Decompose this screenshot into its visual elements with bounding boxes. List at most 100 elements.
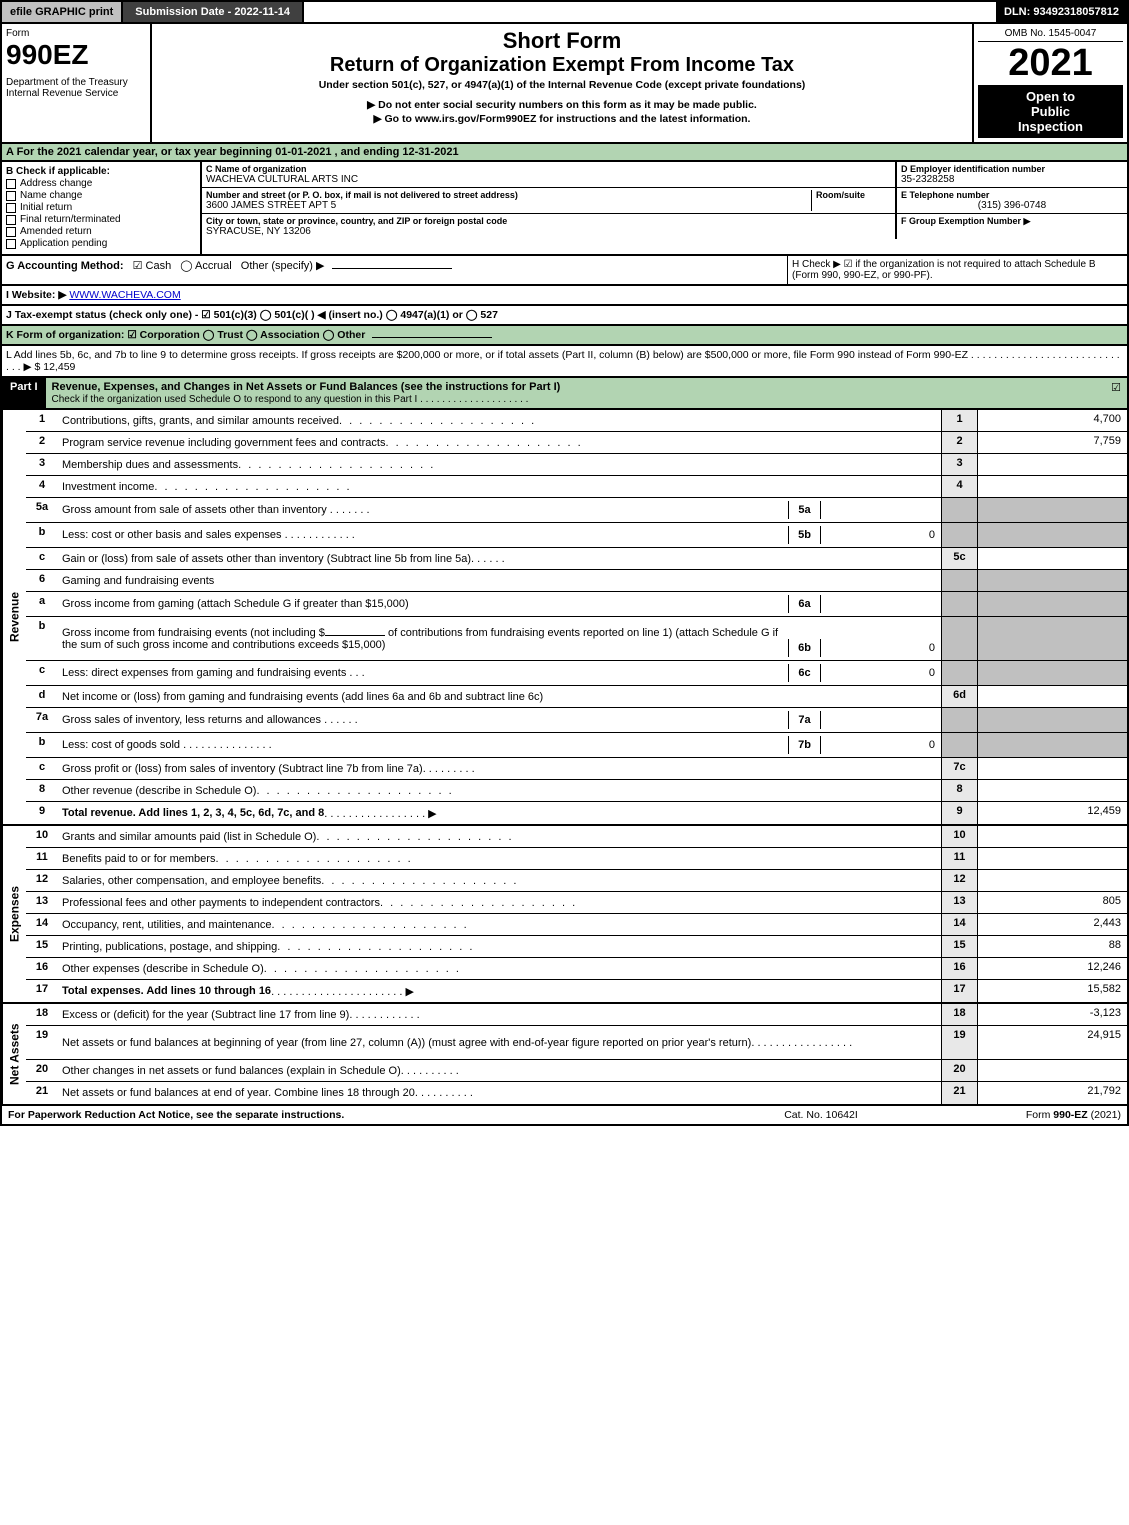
- amt-7a: [977, 708, 1127, 732]
- cb-address-change[interactable]: [6, 179, 16, 189]
- amt-19: 24,915: [977, 1026, 1127, 1059]
- sublbl-7a: 7a: [789, 711, 821, 729]
- ln-3: 3: [26, 454, 58, 475]
- desc-10: Grants and similar amounts paid (list in…: [58, 826, 941, 847]
- k-other-input[interactable]: [372, 337, 492, 338]
- numcol-15: 15: [941, 936, 977, 957]
- topbar: efile GRAPHIC print Submission Date - 20…: [0, 0, 1129, 24]
- amt-10: [977, 826, 1127, 847]
- numcol-13: 13: [941, 892, 977, 913]
- row-j: J Tax-exempt status (check only one) - ☑…: [0, 306, 1129, 326]
- lbl-final-return: Final return/terminated: [20, 214, 121, 225]
- subval-7a: [821, 711, 941, 729]
- short-form-title: Short Form: [156, 28, 968, 54]
- c-label: C Name of organization: [206, 164, 891, 174]
- street-label: Number and street (or P. O. box, if mail…: [206, 190, 811, 200]
- desc-7c: Gross profit or (loss) from sales of inv…: [58, 758, 941, 779]
- cb-application-pending[interactable]: [6, 239, 16, 249]
- desc-15: Printing, publications, postage, and shi…: [58, 936, 941, 957]
- cb-name-change[interactable]: [6, 191, 16, 201]
- part-i-title-text: Revenue, Expenses, and Changes in Net As…: [52, 381, 561, 393]
- d-label: D Employer identification number: [901, 164, 1123, 174]
- numcol-6b: [941, 617, 977, 660]
- footer-form-ref: Form 990-EZ (2021): [921, 1109, 1121, 1121]
- desc-6b: Gross income from fundraising events (no…: [58, 617, 941, 660]
- form-header: Form 990EZ Department of the Treasury In…: [0, 24, 1129, 144]
- ln-7b: b: [26, 733, 58, 757]
- amt-5c: [977, 548, 1127, 569]
- part-i-check-note: Check if the organization used Schedule …: [52, 394, 529, 405]
- desc-6a: Gross income from gaming (attach Schedul…: [58, 592, 941, 616]
- ln-12: 12: [26, 870, 58, 891]
- numcol-2: 2: [941, 432, 977, 453]
- line6b-contrib-input[interactable]: [325, 635, 385, 636]
- topbar-spacer: [304, 2, 996, 22]
- ln-10: 10: [26, 826, 58, 847]
- numcol-10: 10: [941, 826, 977, 847]
- row-gh: G Accounting Method: ☑ Cash ◯ Accrual Ot…: [0, 256, 1129, 286]
- lbl-application-pending: Application pending: [20, 238, 107, 249]
- lbl-initial-return: Initial return: [20, 202, 72, 213]
- cb-amended-return[interactable]: [6, 227, 16, 237]
- lbl-amended-return: Amended return: [20, 226, 92, 237]
- side-net-assets: Net Assets: [2, 1004, 26, 1104]
- efile-print[interactable]: efile GRAPHIC print: [2, 2, 123, 22]
- row-k: K Form of organization: ☑ Corporation ◯ …: [0, 326, 1129, 346]
- g-label: G Accounting Method:: [6, 260, 124, 272]
- g-other-input[interactable]: [332, 268, 452, 269]
- ln-9: 9: [26, 802, 58, 824]
- omb-number: OMB No. 1545-0047: [978, 28, 1123, 42]
- amt-6b: [977, 617, 1127, 660]
- j-label: J Tax-exempt status (check only one) - ☑…: [6, 309, 498, 321]
- footer-catalog-num: Cat. No. 10642I: [721, 1109, 921, 1121]
- numcol-8: 8: [941, 780, 977, 801]
- col-b-checkboxes: B Check if applicable: Address change Na…: [2, 162, 202, 254]
- open-l3: Inspection: [982, 119, 1119, 134]
- amt-18: -3,123: [977, 1004, 1127, 1025]
- ln-7a: 7a: [26, 708, 58, 732]
- ein-value: 35-2328258: [901, 174, 1123, 185]
- goto-link[interactable]: ▶ Go to www.irs.gov/Form990EZ for instru…: [156, 113, 968, 125]
- amt-20: [977, 1060, 1127, 1081]
- row-l: L Add lines 5b, 6c, and 7b to line 9 to …: [0, 346, 1129, 378]
- amt-5a: [977, 498, 1127, 522]
- amt-16: 12,246: [977, 958, 1127, 979]
- numcol-6: [941, 570, 977, 591]
- cb-final-return[interactable]: [6, 215, 16, 225]
- ln-8: 8: [26, 780, 58, 801]
- part-i-label: Part I: [2, 378, 46, 408]
- amt-17: 15,582: [977, 980, 1127, 1002]
- numcol-12: 12: [941, 870, 977, 891]
- ln-15: 15: [26, 936, 58, 957]
- amt-12: [977, 870, 1127, 891]
- website-link[interactable]: WWW.WACHEVA.COM: [69, 289, 180, 301]
- numcol-4: 4: [941, 476, 977, 497]
- desc-19: Net assets or fund balances at beginning…: [58, 1026, 941, 1059]
- ln-18: 18: [26, 1004, 58, 1025]
- numcol-17: 17: [941, 980, 977, 1002]
- amt-7c: [977, 758, 1127, 779]
- side-expenses: Expenses: [2, 826, 26, 1002]
- city-label: City or town, state or province, country…: [206, 216, 891, 226]
- numcol-20: 20: [941, 1060, 977, 1081]
- ln-11: 11: [26, 848, 58, 869]
- form-number: 990EZ: [6, 39, 146, 71]
- ln-7c: c: [26, 758, 58, 779]
- org-name: WACHEVA CULTURAL ARTS INC: [206, 174, 891, 185]
- numcol-7b: [941, 733, 977, 757]
- cb-initial-return[interactable]: [6, 203, 16, 213]
- submission-date: Submission Date - 2022-11-14: [123, 2, 304, 22]
- e-label: E Telephone number: [901, 190, 1123, 200]
- subtitle: Under section 501(c), 527, or 4947(a)(1)…: [156, 79, 968, 91]
- part-i-checkbox[interactable]: ☑: [1105, 378, 1127, 408]
- amt-11: [977, 848, 1127, 869]
- amt-6a: [977, 592, 1127, 616]
- desc-3: Membership dues and assessments: [58, 454, 941, 475]
- ln-14: 14: [26, 914, 58, 935]
- room-label: Room/suite: [816, 190, 891, 200]
- sublbl-6a: 6a: [789, 595, 821, 613]
- amt-5b: [977, 523, 1127, 547]
- expenses-table: Expenses 10Grants and similar amounts pa…: [0, 826, 1129, 1004]
- amt-21: 21,792: [977, 1082, 1127, 1104]
- open-public-inspection: Open to Public Inspection: [978, 85, 1123, 138]
